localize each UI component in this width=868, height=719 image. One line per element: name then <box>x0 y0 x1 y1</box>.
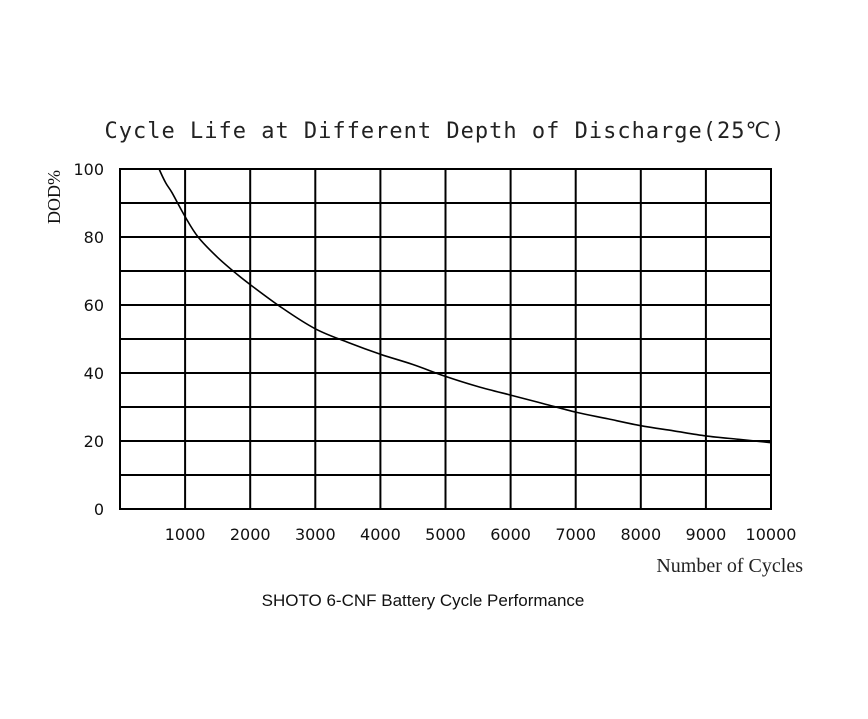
x-tick-label: 10000 <box>746 525 797 544</box>
x-tick-label: 5000 <box>425 525 466 544</box>
plot-frame <box>119 168 772 510</box>
y-tick-labels: 0 20 40 60 80 100 <box>73 160 104 519</box>
y-tick-label: 0 <box>94 500 104 519</box>
grid <box>120 169 771 509</box>
y-tick-label: 40 <box>84 364 104 383</box>
y-tick-label: 80 <box>84 228 104 247</box>
x-tick-label: 8000 <box>620 525 661 544</box>
x-tick-labels: 1000 2000 3000 4000 5000 6000 7000 8000 9000 1000… <box>165 525 797 544</box>
x-tick-label: 6000 <box>490 525 531 544</box>
x-tick-label: 2000 <box>230 525 271 544</box>
series-line <box>158 168 772 444</box>
chart-caption: SHOTO 6-CNF Battery Cycle Performance <box>262 591 585 610</box>
x-tick-label: 1000 <box>165 525 206 544</box>
y-tick-label: 100 <box>73 160 104 179</box>
x-tick-label: 3000 <box>295 525 336 544</box>
y-axis-label: DOD% <box>44 170 64 224</box>
chart-title: Cycle Life at Different Depth of Dischar… <box>105 119 786 144</box>
y-tick-label: 20 <box>84 432 104 451</box>
x-tick-label: 4000 <box>360 525 401 544</box>
x-tick-label: 9000 <box>686 525 727 544</box>
y-tick-label: 60 <box>84 296 104 315</box>
x-axis-label: Number of Cycles <box>656 555 803 577</box>
x-tick-label: 7000 <box>555 525 596 544</box>
